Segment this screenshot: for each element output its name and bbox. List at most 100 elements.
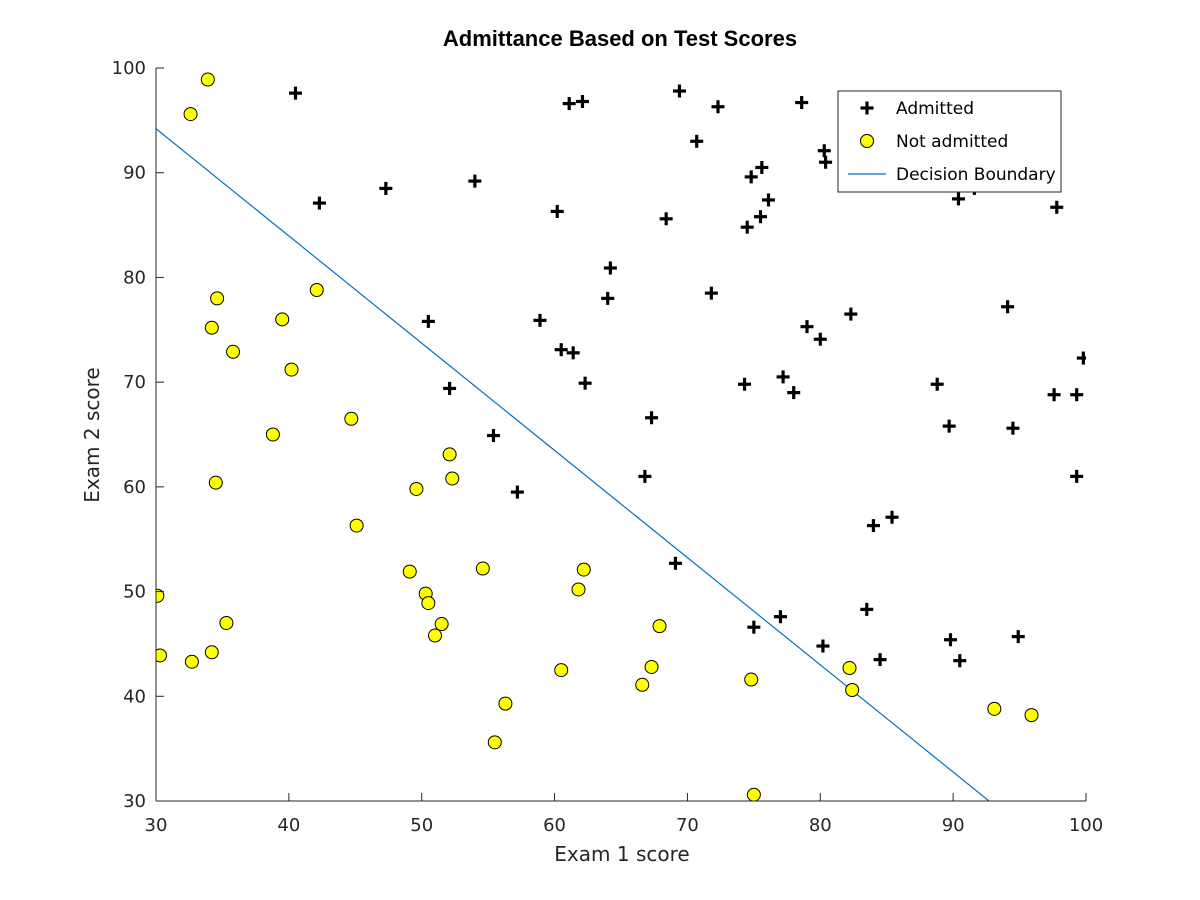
x-tick-label: 50 <box>410 815 433 836</box>
not-admitted-point <box>204 320 219 335</box>
y-tick-label: 80 <box>123 267 146 288</box>
admitted-point <box>638 469 652 483</box>
not-admitted-point <box>200 72 215 87</box>
admitted-point <box>1070 388 1084 402</box>
admitted-point <box>740 220 754 234</box>
not-admitted-point <box>309 282 324 297</box>
admitted-point <box>1070 469 1084 483</box>
admitted-point <box>645 411 659 425</box>
not-admitted-point <box>635 677 650 692</box>
admitted-point <box>930 377 944 391</box>
admitted-point <box>755 160 769 174</box>
admitted-point <box>787 386 801 400</box>
not-admitted-point <box>275 312 290 327</box>
admitted-point <box>1076 351 1086 365</box>
admitted-point <box>738 377 752 391</box>
y-tick-label: 70 <box>123 372 146 393</box>
admitted-point <box>603 261 617 275</box>
legend-label: Not admitted <box>896 132 1008 152</box>
not-admitted-point <box>987 701 1002 716</box>
not-admitted-point <box>744 672 759 687</box>
admitted-point <box>866 519 880 533</box>
admitted-point <box>795 96 809 110</box>
admitted-point <box>289 86 302 100</box>
not-admitted-point <box>644 659 659 674</box>
admitted-point <box>942 419 956 433</box>
not-admitted-point <box>571 582 586 597</box>
admitted-point <box>443 381 457 395</box>
admitted-point <box>860 602 874 616</box>
not-admitted-point <box>652 619 667 634</box>
not-admitted-point <box>344 411 359 426</box>
admitted-point <box>744 170 758 184</box>
admitted-point <box>554 343 568 357</box>
admitted-point <box>773 610 787 624</box>
y-tick-label: 60 <box>123 477 146 498</box>
admitted-point <box>844 307 858 321</box>
plot-area <box>156 72 1086 801</box>
x-tick-label: 30 <box>145 815 168 836</box>
legend-box <box>837 90 1062 193</box>
not-admitted-point <box>208 475 223 490</box>
admitted-point <box>601 291 615 305</box>
admitted-point <box>761 193 775 207</box>
x-tick-label: 60 <box>543 815 566 836</box>
not-admitted-point <box>421 596 436 611</box>
not-admitted-point <box>402 564 417 579</box>
admitted-point <box>672 84 686 98</box>
not-admitted-point <box>1024 708 1039 723</box>
admitted-point <box>421 314 435 328</box>
y-axis-label: Exam 2 score <box>80 367 104 502</box>
admitted-point <box>1001 300 1015 314</box>
admitted-point <box>533 313 547 327</box>
y-tick-label: 40 <box>123 686 146 707</box>
admitted-point <box>578 376 592 390</box>
admitted-point <box>747 620 761 634</box>
not-admitted-point <box>219 615 234 630</box>
chart-title: Admittance Based on Test Scores <box>443 26 797 51</box>
admitted-point <box>1011 630 1025 644</box>
x-tick-label: 40 <box>277 815 300 836</box>
legend-admitted-marker <box>860 101 874 115</box>
not-admitted-point <box>475 561 490 576</box>
not-admitted-point <box>184 654 199 669</box>
x-tick-label: 80 <box>809 815 832 836</box>
not-admitted-point <box>554 663 569 678</box>
not-admitted-point <box>576 562 591 577</box>
admitted-point <box>468 174 482 188</box>
admitted-point <box>1047 388 1061 402</box>
not-admitted-point <box>842 661 857 676</box>
y-tick-label: 100 <box>112 58 146 79</box>
legend-not-admitted-marker <box>860 134 874 148</box>
legend-label: Decision Boundary <box>896 165 1056 185</box>
admitted-point <box>943 633 957 647</box>
not-admitted-point <box>183 107 198 122</box>
admitted-point <box>550 204 564 218</box>
admitted-point <box>562 97 576 111</box>
not-admitted-point <box>445 471 460 486</box>
not-admitted-point <box>226 344 241 359</box>
admitted-point <box>486 429 500 443</box>
not-admitted-point <box>409 481 424 496</box>
admitted-point <box>566 346 580 360</box>
admitted-point <box>668 556 682 570</box>
not-admitted-point <box>746 787 761 801</box>
admitted-point <box>1006 421 1020 435</box>
not-admitted-point <box>498 696 513 711</box>
admitted-point <box>817 144 831 158</box>
admitted-point <box>312 196 326 210</box>
y-tick-label: 50 <box>123 582 146 603</box>
admitted-point <box>690 134 704 148</box>
admitted-point <box>379 181 393 195</box>
admitted-point <box>1050 200 1064 214</box>
admitted-point <box>711 100 725 114</box>
admitted-point <box>510 485 524 499</box>
legend-label: Admitted <box>896 99 974 119</box>
y-tick-label: 30 <box>123 791 146 812</box>
not-admitted-point <box>845 683 860 698</box>
not-admitted-point <box>442 447 457 462</box>
admitted-point <box>951 192 965 206</box>
admitted-point <box>776 370 790 384</box>
not-admitted-point <box>156 648 167 663</box>
